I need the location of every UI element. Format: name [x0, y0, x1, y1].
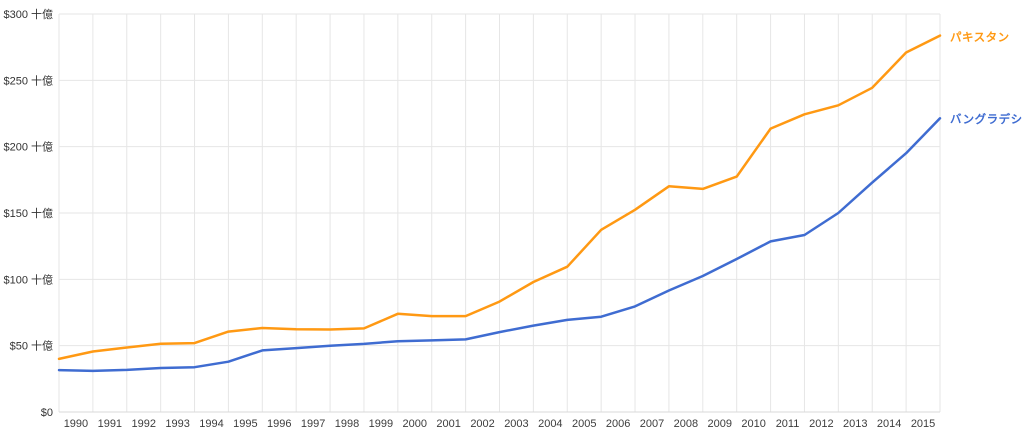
x-axis-tick-label: 2004 [538, 418, 562, 430]
y-axis-tick-label: $0 [41, 407, 53, 419]
x-axis-tick-label: 2007 [640, 418, 664, 430]
x-axis-tick-label: 2014 [877, 418, 901, 430]
x-axis-tick-label: 2010 [741, 418, 765, 430]
y-axis-tick-label: $250 十億 [3, 73, 53, 87]
series-line-pakistan[interactable] [57, 34, 942, 361]
x-axis-tick-label: 2011 [776, 418, 800, 430]
y-axis-tick-label: $300 十億 [3, 7, 53, 21]
horizontal-gridlines [59, 13, 940, 413]
y-axis-tick-label: $150 十億 [3, 206, 53, 220]
y-axis-labels: $0 $50 十億 $100 十億 $150 十億 $200 十億 $250 十億 $300… [3, 7, 53, 419]
x-axis-labels: 1990 1991 1992 1993 1994 1995 1996 1997 1998 1999… [64, 418, 936, 430]
x-axis-tick-label: 1998 [335, 418, 359, 430]
series-end-label-pakistan: パキスタン [950, 31, 1010, 44]
x-axis-tick-label: 1993 [165, 418, 189, 430]
x-axis-tick-label: 2009 [708, 418, 732, 430]
x-axis-tick-label: 2003 [504, 418, 528, 430]
x-axis-tick-label: 1995 [233, 418, 257, 430]
x-axis-tick-label: 2015 [911, 418, 935, 430]
x-axis-tick-label: 1994 [199, 418, 223, 430]
x-axis-tick-label: 2006 [606, 418, 630, 430]
x-axis-tick-label: 2012 [809, 418, 833, 430]
y-axis-tick-label: $100 十億 [3, 272, 53, 286]
x-axis-tick-label: 2008 [674, 418, 698, 430]
series-line-bangladesh[interactable] [57, 117, 942, 373]
x-axis-tick-label: 1992 [131, 418, 155, 430]
x-axis-tick-label: 2001 [436, 418, 460, 430]
x-axis-tick-label: 2005 [572, 418, 596, 430]
y-axis-tick-label: $200 十億 [3, 140, 53, 154]
x-axis-tick-label: 2000 [403, 418, 427, 430]
x-axis-tick-label: 1991 [98, 418, 122, 430]
x-axis-tick-label: 1996 [267, 418, 291, 430]
x-axis-tick-label: 1999 [369, 418, 393, 430]
x-axis-tick-label: 2002 [470, 418, 494, 430]
series-end-label-bangladesh: バングラデシュ [950, 114, 1024, 127]
y-axis-tick-label: $50 十億 [10, 339, 53, 353]
x-axis-tick-label: 1990 [64, 418, 88, 430]
x-axis-tick-label: 2013 [843, 418, 867, 430]
x-axis-tick-label: 1997 [301, 418, 325, 430]
